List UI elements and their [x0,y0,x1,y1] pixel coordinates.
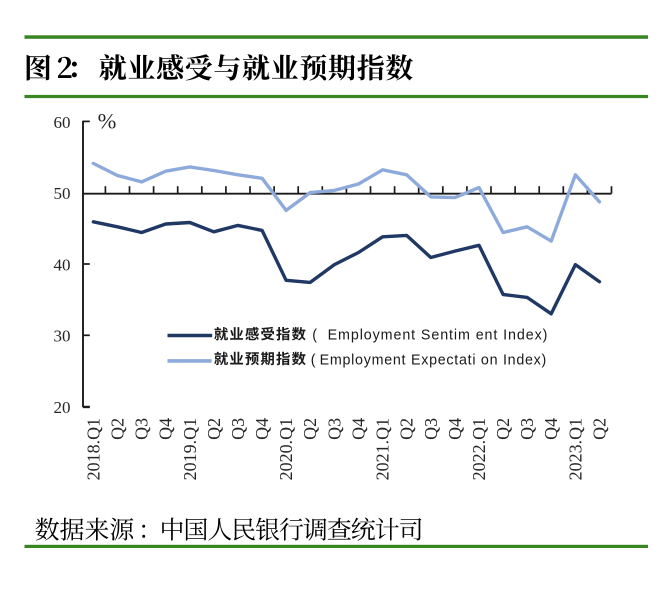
svg-text:30: 30 [54,327,71,346]
svg-text:Q2: Q2 [300,418,320,440]
svg-text:Employment Expectati on Index): Employment Expectati on Index) [320,352,547,368]
svg-text:20: 20 [54,398,71,417]
svg-text:Q2: Q2 [493,418,513,440]
svg-text:Q3: Q3 [517,418,537,440]
svg-text:Q3: Q3 [132,418,152,440]
svg-text:Q3: Q3 [228,418,248,440]
svg-text:2021.Q1: 2021.Q1 [373,418,393,481]
svg-text:60: 60 [54,113,71,132]
svg-text:Q2: Q2 [204,418,224,440]
svg-text:2022.Q1: 2022.Q1 [469,418,489,481]
svg-text:40: 40 [54,255,71,274]
svg-text:Q4: Q4 [252,418,272,440]
svg-text:Q4: Q4 [445,418,465,440]
svg-text:50: 50 [54,184,71,203]
svg-text:2019.Q1: 2019.Q1 [180,418,200,481]
svg-text:2018.Q1: 2018.Q1 [83,418,103,481]
svg-text:Q4: Q4 [156,418,176,440]
svg-text:Employment Sentim ent Index): Employment Sentim ent Index) [328,328,549,344]
svg-text:Q3: Q3 [324,418,344,440]
svg-text:Q2: Q2 [397,418,417,440]
svg-text:Q2: Q2 [107,418,127,440]
svg-text:Q4: Q4 [541,418,561,440]
svg-text:(: ( [311,352,316,368]
svg-text:2023.Q1: 2023.Q1 [565,418,585,481]
svg-text:2020.Q1: 2020.Q1 [276,418,296,481]
svg-text:Q3: Q3 [421,418,441,440]
svg-text:Q4: Q4 [349,418,369,440]
svg-text:%: % [98,109,117,134]
svg-text:(: ( [312,328,317,344]
svg-text:Q2: Q2 [590,418,610,440]
